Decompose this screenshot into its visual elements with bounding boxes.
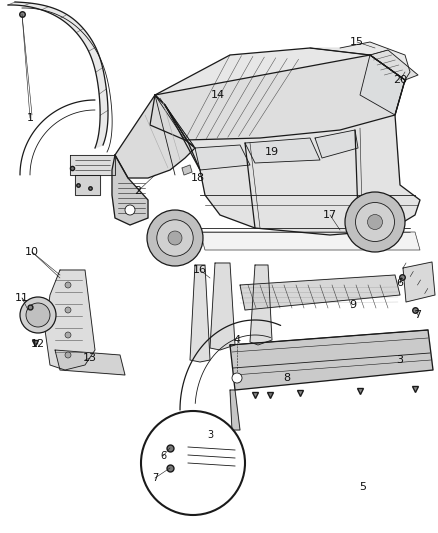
Circle shape: [147, 210, 203, 266]
Text: 2: 2: [134, 186, 141, 196]
Circle shape: [356, 203, 395, 241]
Polygon shape: [115, 95, 195, 178]
Polygon shape: [315, 130, 358, 158]
Circle shape: [26, 303, 50, 327]
Circle shape: [65, 282, 71, 288]
Circle shape: [20, 297, 56, 333]
Polygon shape: [155, 55, 420, 235]
Text: 3: 3: [207, 430, 213, 440]
Text: 9: 9: [350, 300, 357, 310]
Circle shape: [157, 220, 193, 256]
Polygon shape: [190, 265, 210, 362]
Circle shape: [141, 411, 245, 515]
Circle shape: [367, 214, 382, 230]
Polygon shape: [403, 262, 435, 302]
Text: 15: 15: [350, 37, 364, 47]
Circle shape: [345, 192, 405, 252]
Text: 5: 5: [360, 482, 367, 492]
Polygon shape: [250, 265, 272, 345]
Polygon shape: [200, 232, 420, 250]
Polygon shape: [112, 155, 148, 225]
Circle shape: [168, 231, 182, 245]
Text: 7: 7: [414, 310, 421, 320]
Text: 6: 6: [160, 451, 166, 461]
Text: 20: 20: [393, 75, 407, 85]
Polygon shape: [182, 440, 188, 490]
Text: 13: 13: [83, 353, 97, 363]
Polygon shape: [70, 155, 115, 175]
Polygon shape: [150, 48, 405, 140]
Circle shape: [232, 373, 242, 383]
Text: 17: 17: [323, 210, 337, 220]
Text: 19: 19: [265, 147, 279, 157]
Text: 10: 10: [25, 247, 39, 257]
Text: 16: 16: [193, 265, 207, 275]
Circle shape: [65, 307, 71, 313]
Text: 7: 7: [152, 473, 158, 483]
Polygon shape: [55, 350, 125, 375]
Polygon shape: [370, 50, 418, 80]
Text: 1: 1: [27, 113, 33, 123]
Text: 4: 4: [233, 335, 240, 345]
Text: 12: 12: [31, 339, 45, 349]
Polygon shape: [195, 145, 250, 170]
Polygon shape: [75, 175, 100, 195]
Polygon shape: [8, 2, 108, 148]
Polygon shape: [360, 55, 405, 115]
Text: 11: 11: [15, 293, 29, 303]
Polygon shape: [240, 275, 400, 310]
Text: 3: 3: [396, 355, 403, 365]
Text: 18: 18: [191, 173, 205, 183]
Polygon shape: [310, 42, 410, 80]
Polygon shape: [230, 330, 433, 390]
Polygon shape: [182, 165, 192, 175]
Polygon shape: [230, 390, 240, 430]
Text: 6: 6: [396, 278, 403, 288]
Polygon shape: [210, 263, 235, 350]
Polygon shape: [45, 270, 95, 370]
Circle shape: [65, 332, 71, 338]
Polygon shape: [245, 138, 320, 163]
Circle shape: [125, 205, 135, 215]
Polygon shape: [155, 95, 195, 148]
Text: 14: 14: [211, 90, 225, 100]
Polygon shape: [178, 452, 215, 458]
Circle shape: [65, 352, 71, 358]
Text: 8: 8: [283, 373, 290, 383]
